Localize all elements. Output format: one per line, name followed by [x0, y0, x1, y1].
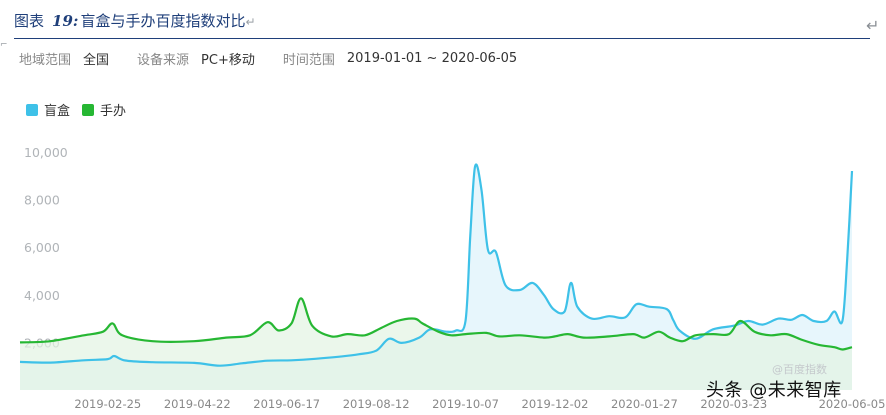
x-tick-label: 2020-06-05 — [819, 397, 886, 411]
device-label: 设备来源 — [137, 53, 190, 68]
y-tick-label: 8,000 — [24, 193, 60, 208]
region-label: 地域范围 — [19, 53, 72, 68]
baidu-watermark: @百度指数 — [772, 362, 827, 376]
chart-legend: 盲盒 手办 — [26, 100, 138, 119]
legend-swatch-figure — [82, 103, 95, 116]
y-tick-label: 10,000 — [24, 145, 68, 160]
area-blind-box — [20, 164, 852, 390]
y-tick-label: 6,000 — [24, 240, 60, 255]
x-tick-label: 2020-03-23 — [700, 397, 767, 411]
caption-number: 19: — [52, 12, 79, 30]
time-label: 时间范围 — [282, 53, 335, 68]
time-value[interactable]: 2019-01-01 ~ 2020-06-05 — [346, 51, 518, 66]
area-figure — [20, 298, 852, 390]
y-tick-label: 4,000 — [24, 288, 60, 303]
caption-title: 盲盒与手办百度指数对比 — [80, 12, 246, 30]
device-value[interactable]: PC+移动 — [201, 53, 255, 68]
x-tick-label: 2019-10-07 — [432, 397, 499, 411]
return-arrow-icon: ↵ — [866, 16, 880, 35]
legend-item-figure[interactable]: 手办 — [82, 100, 126, 119]
legend-label-figure: 手办 — [100, 104, 127, 119]
figure-caption: 图表 19: 盲盒与手办百度指数对比↵ — [14, 8, 870, 39]
paragraph-mark-icon: ↵ — [245, 15, 256, 29]
x-tick-label: 2019-04-22 — [164, 397, 231, 411]
filter-bar: 地域范围 全国 设备来源 PC+移动 时间范围 2019-01-01 ~ 202… — [19, 49, 545, 68]
x-tick-label: 2019-02-25 — [74, 397, 141, 411]
legend-swatch-blind-box — [26, 103, 38, 116]
x-tick-label: 2019-08-12 — [343, 397, 410, 411]
brand-watermark: 头条 @未来智库 — [706, 380, 842, 401]
x-tick-label: 2019-06-17 — [253, 397, 320, 411]
legend-label-blind-box: 盲盒 — [44, 104, 71, 119]
series-line-figure — [19, 297, 853, 351]
legend-item-blind-box[interactable]: 盲盒 — [26, 100, 70, 119]
series-line-blind-box — [19, 163, 854, 367]
region-value[interactable]: 全国 — [83, 53, 110, 68]
x-tick-label: 2019-12-02 — [522, 397, 589, 411]
x-tick-label: 2020-01-27 — [611, 397, 678, 411]
corner-mark-icon: ⌐ — [0, 40, 8, 50]
caption-prefix: 图表 — [14, 12, 45, 30]
